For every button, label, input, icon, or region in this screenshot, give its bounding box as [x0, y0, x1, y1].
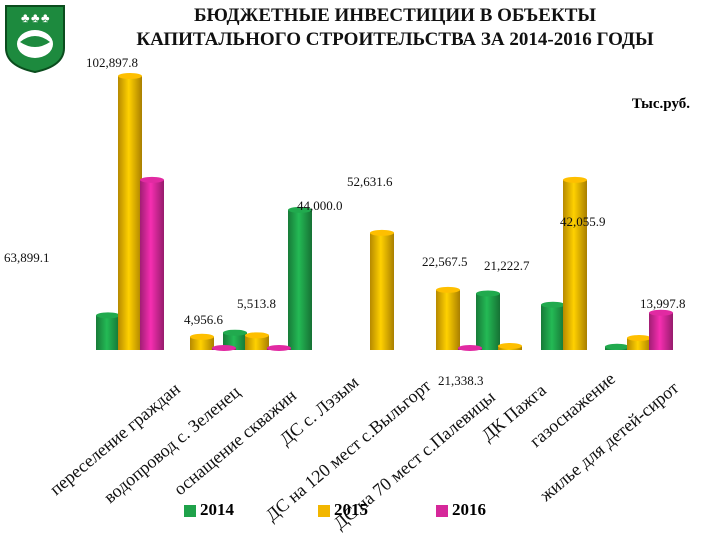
- bar-cap-2015-0: [118, 73, 142, 79]
- bar-cap-2015-2: [245, 332, 269, 339]
- bar-2015-0: [118, 76, 142, 350]
- bar-cap-2014-2: [223, 329, 247, 336]
- bar-2014-6: [476, 293, 500, 350]
- data-label-9: 42,055.9: [560, 214, 606, 229]
- legend-swatch-2015: [318, 505, 330, 518]
- bar-cap-2015-6: [498, 343, 522, 350]
- unit-label: Тыс.руб.: [631, 96, 690, 112]
- bar-2015-7: [563, 179, 587, 350]
- legend-item-2015: 2015: [318, 500, 368, 520]
- bar-cap-2014-8: [605, 343, 629, 350]
- data-label-6: 22,567.5: [422, 254, 468, 269]
- bar-cap-2015-4: [370, 229, 394, 236]
- bar-2015-8: [627, 338, 651, 350]
- bar-cap-2014-6: [476, 290, 500, 297]
- title-line-2: КАПИТАЛЬНОГО СТРОИТЕЛЬСТВА ЗА 2014-2016 …: [136, 29, 654, 50]
- bar-cap-2015-1: [190, 333, 214, 340]
- bar-cap-2016-0: [140, 176, 164, 183]
- bar-2016-0: [140, 179, 164, 350]
- legend-swatch-2014: [184, 505, 196, 518]
- bar-cap-2015-7: [563, 176, 587, 183]
- bar-2014-3: [288, 209, 312, 350]
- data-label-1: 63,899.1: [4, 250, 50, 265]
- bar-2015-5: [436, 289, 460, 350]
- data-label-0: 102,897.8: [86, 55, 138, 70]
- bar-2015-1: [190, 336, 214, 350]
- legend-label-2014: 2014: [200, 500, 234, 519]
- bar-cap-2015-5: [436, 286, 460, 293]
- bar-cap-2015-8: [627, 335, 651, 342]
- coat-of-arms-icon: ♣ ♣ ♣: [4, 4, 66, 74]
- page-title: БЮДЖЕТНЫЕ ИНВЕСТИЦИИ В ОБЪЕКТЫ КАПИТАЛЬН…: [70, 4, 720, 52]
- title-line-1: БЮДЖЕТНЫЕ ИНВЕСТИЦИИ В ОБЪЕКТЫ: [193, 5, 597, 26]
- legend-label-2016: 2016: [452, 500, 486, 519]
- data-label-5: 52,631.6: [347, 174, 393, 189]
- svg-text:♣: ♣: [41, 10, 50, 25]
- bar-2014-7: [541, 304, 565, 350]
- svg-text:♣: ♣: [21, 10, 30, 25]
- bar-2015-4: [370, 232, 394, 350]
- category-label-8: жилье для детей-сирот: [535, 377, 682, 505]
- data-label-7: 21,338.3: [438, 373, 484, 388]
- bar-cap-2016-1: [212, 345, 236, 351]
- bar-2015-2: [245, 335, 269, 350]
- bar-cap-2016-8: [649, 309, 673, 316]
- data-label-10: 13,997.8: [640, 296, 686, 311]
- legend-item-2014: 2014: [184, 500, 234, 520]
- bar-cap-2014-0: [96, 312, 120, 319]
- data-label-4: 44,000.0: [297, 198, 343, 213]
- bar-cap-2014-3: [288, 206, 312, 213]
- legend-item-2016: 2016: [436, 500, 486, 520]
- legend-swatch-2016: [436, 505, 448, 518]
- bar-2014-0: [96, 315, 120, 350]
- bar-cap-2014-7: [541, 301, 565, 308]
- svg-text:♣: ♣: [31, 10, 40, 25]
- bar-cap-2016-2: [267, 345, 291, 351]
- legend-label-2015: 2015: [334, 500, 368, 519]
- data-label-3: 5,513.8: [237, 296, 276, 311]
- data-label-2: 4,956.6: [184, 312, 224, 327]
- data-label-8: 21,222.7: [484, 258, 530, 273]
- bar-2016-8: [649, 312, 673, 350]
- bar-cap-2016-5: [458, 345, 482, 351]
